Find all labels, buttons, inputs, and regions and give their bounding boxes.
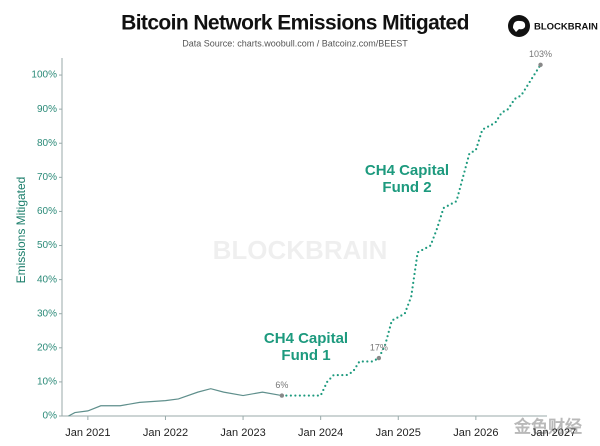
watermark: BLOCKBRAIN (213, 235, 388, 265)
x-tick-label: Jan 2023 (220, 427, 265, 439)
x-tick-label: Jan 2027 (531, 427, 576, 439)
chart-title: Bitcoin Network Emissions Mitigated (121, 12, 469, 35)
y-tick-label: 20% (37, 342, 57, 353)
point-label: 103% (529, 49, 552, 59)
y-tick-label: 60% (37, 206, 57, 217)
subtitle: Data Source: charts.woobull.com / Batcoi… (182, 38, 408, 48)
y-tick-label: 0% (43, 411, 58, 422)
brand-icon-glyph (513, 20, 526, 32)
y-tick-label: 100% (31, 70, 57, 81)
y-tick-label: 40% (37, 274, 57, 285)
point-label: 6% (275, 380, 288, 390)
x-tick-label: Jan 2025 (376, 427, 421, 439)
y-tick-label: 50% (37, 240, 57, 251)
watermark: 金色财经 (513, 416, 582, 436)
x-tick-label: Jan 2026 (453, 427, 498, 439)
y-tick-label: 10% (37, 377, 57, 388)
x-tick-label: Jan 2022 (143, 427, 188, 439)
y-tick-label: 30% (37, 308, 57, 319)
callout: CH4 Capital (365, 162, 449, 179)
brand-name: BLOCKBRAIN (534, 22, 598, 33)
point-label: 17% (370, 342, 388, 352)
line-series (68, 388, 282, 417)
y-axis-label: Emissions Mitigated (14, 177, 28, 284)
y-tick-label: 90% (37, 104, 57, 115)
callout: CH4 Capital (264, 330, 348, 347)
callout: Fund 1 (281, 347, 330, 364)
point-marker (538, 62, 543, 68)
y-tick-label: 80% (37, 138, 57, 149)
point-marker (376, 355, 382, 361)
x-tick-label: Jan 2021 (65, 427, 110, 439)
point-marker (279, 393, 285, 398)
x-tick-label: Jan 2024 (298, 427, 343, 439)
line-series (280, 63, 542, 397)
callout: Fund 2 (382, 179, 431, 196)
y-tick-label: 70% (37, 172, 57, 183)
